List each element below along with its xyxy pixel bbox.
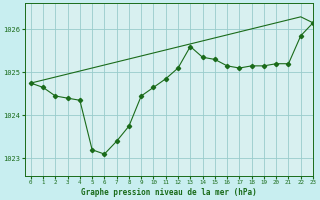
X-axis label: Graphe pression niveau de la mer (hPa): Graphe pression niveau de la mer (hPa) xyxy=(81,188,257,197)
